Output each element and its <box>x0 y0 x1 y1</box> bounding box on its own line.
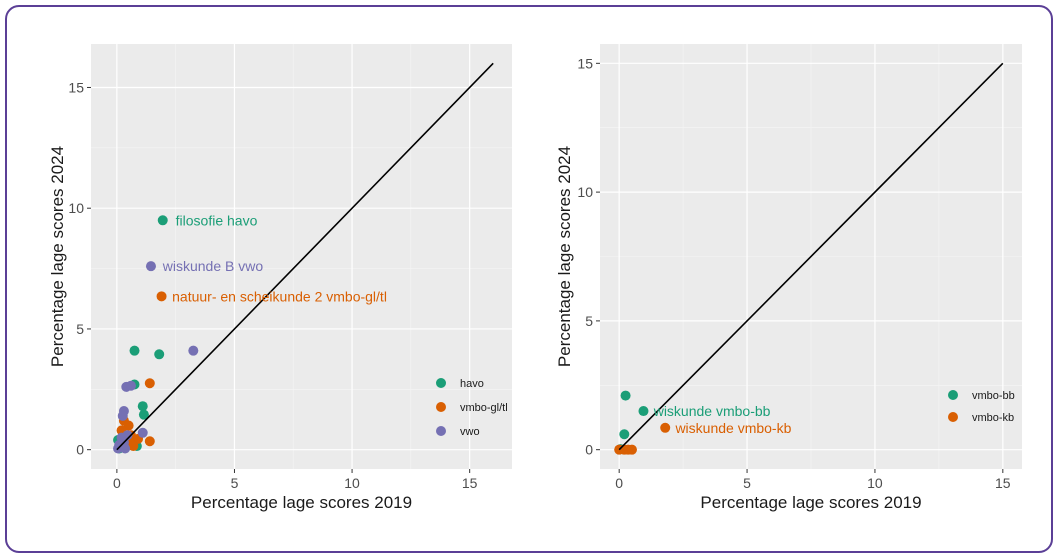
data-point-vwo <box>120 443 131 454</box>
reference-line <box>618 62 1004 451</box>
x-axis-title: Percentage lage scores 2019 <box>700 493 921 512</box>
y-tick-label: 10 <box>68 200 84 216</box>
data-point-vmbo-gl/tl <box>128 441 139 452</box>
legend-key-havo <box>436 378 446 388</box>
x-tick-label: 10 <box>344 475 360 491</box>
data-point-vmbo-gl/tl <box>144 378 155 389</box>
data-point-vwo <box>117 410 128 421</box>
data-point-havo <box>137 401 148 412</box>
x-tick-label: 15 <box>995 475 1011 491</box>
x-tick-label: 5 <box>743 475 751 491</box>
data-point-vmbo-gl/tl <box>123 420 134 431</box>
data-point-havo <box>138 409 149 420</box>
y-tick-label: 5 <box>76 321 84 337</box>
x-tick-label: 5 <box>231 475 239 491</box>
y-tick-label: 15 <box>577 55 593 71</box>
data-point-havo <box>154 349 165 360</box>
data-point-vmbo-gl/tl <box>144 436 155 447</box>
y-axis-title: Percentage lage scores 2024 <box>48 146 67 367</box>
data-point-vmbo-bb <box>638 406 649 417</box>
data-point-vmbo-bb <box>620 390 631 401</box>
y-tick-label: 0 <box>76 442 84 458</box>
legend-key-vmbo-gl/tl <box>436 402 446 412</box>
data-point-vmbo-kb <box>660 422 671 433</box>
legend-key-vmbo-bb <box>948 390 958 400</box>
y-tick-label: 0 <box>585 442 593 458</box>
y-tick-label: 5 <box>585 313 593 329</box>
y-tick-label: 10 <box>577 184 593 200</box>
point-annotation: wiskunde vmbo-kb <box>674 420 791 436</box>
data-point-vmbo-kb <box>626 444 637 455</box>
data-point-vwo <box>188 345 199 356</box>
legend-label-vmbo-kb: vmbo-kb <box>972 412 1014 424</box>
x-tick-label: 15 <box>462 475 478 491</box>
y-axis-title: Percentage lage scores 2024 <box>555 146 574 367</box>
data-point-vwo <box>137 427 148 438</box>
x-tick-label: 0 <box>113 475 121 491</box>
legend-label-vmbo-gl/tl: vmbo-gl/tl <box>460 402 508 414</box>
legend-label-vwo: vwo <box>460 426 480 438</box>
chart-panel-1: 0 5 10 15 0 5 10 15 filosofie havo wiskunde B vwo… <box>48 44 512 512</box>
point-annotation: wiskunde B vwo <box>162 258 264 274</box>
legend-label-vmbo-bb: vmbo-bb <box>972 390 1015 402</box>
point-annotation: filosofie havo <box>176 212 258 228</box>
data-point-vmbo-gl/tl <box>156 291 167 302</box>
data-point-havo <box>129 345 140 356</box>
legend-key-vwo <box>436 426 446 436</box>
data-point-havo <box>157 215 168 226</box>
point-annotation: wiskunde vmbo-bb <box>653 403 771 419</box>
x-tick-label: 0 <box>615 475 623 491</box>
data-point-vwo <box>145 261 156 272</box>
legend-key-vmbo-kb <box>948 412 958 422</box>
data-point-vmbo-bb <box>619 429 630 440</box>
plot-background <box>91 44 512 469</box>
y-tick-label: 15 <box>68 79 84 95</box>
legend-label-havo: havo <box>460 378 484 390</box>
reference-line <box>116 62 494 451</box>
data-point-vwo <box>125 380 136 391</box>
point-annotation: natuur- en scheikunde 2 vmbo-gl/tl <box>172 288 387 304</box>
x-tick-label: 10 <box>867 475 883 491</box>
x-axis-title: Percentage lage scores 2019 <box>191 493 412 512</box>
